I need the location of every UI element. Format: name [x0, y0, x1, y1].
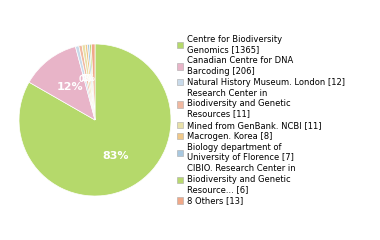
Wedge shape [82, 45, 95, 120]
Wedge shape [89, 44, 95, 120]
Text: 1%: 1% [82, 74, 95, 83]
Wedge shape [79, 45, 95, 120]
Wedge shape [91, 44, 95, 120]
Text: 12%: 12% [56, 82, 83, 92]
Wedge shape [29, 47, 95, 120]
Wedge shape [75, 46, 95, 120]
Text: 0%: 0% [79, 75, 92, 84]
Text: 1%: 1% [81, 74, 93, 84]
Wedge shape [19, 44, 171, 196]
Text: 83%: 83% [103, 151, 129, 161]
Wedge shape [85, 44, 95, 120]
Wedge shape [87, 44, 95, 120]
Legend: Centre for Biodiversity
Genomics [1365], Canadian Centre for DNA
Barcoding [206]: Centre for Biodiversity Genomics [1365],… [177, 35, 345, 205]
